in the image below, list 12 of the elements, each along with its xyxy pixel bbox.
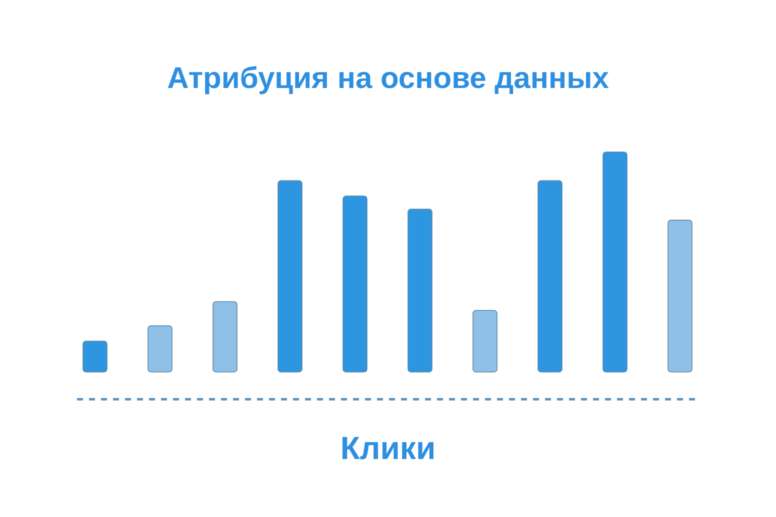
- bar: [668, 220, 692, 372]
- bar: [278, 180, 302, 372]
- x-axis-title: Клики: [340, 430, 436, 466]
- bar: [148, 325, 172, 372]
- bar: [472, 310, 498, 372]
- bar: [82, 340, 108, 372]
- bar: [212, 301, 238, 372]
- bar: [408, 208, 432, 372]
- bar: [342, 196, 368, 372]
- chart-title: Атрибуция на основе данных: [167, 62, 610, 95]
- bar: [602, 152, 628, 372]
- bar: [538, 180, 562, 372]
